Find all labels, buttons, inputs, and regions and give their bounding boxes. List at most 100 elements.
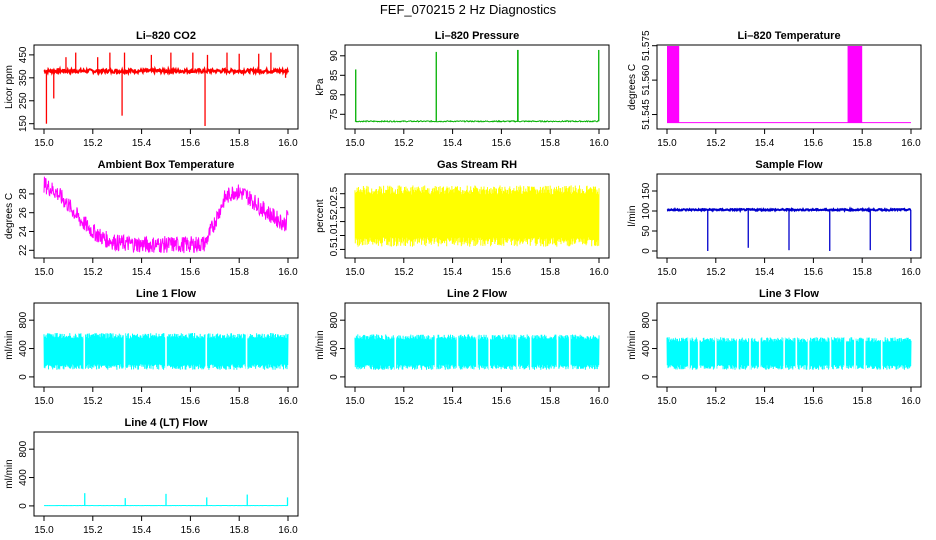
y-tick-label: 150: [641, 182, 652, 199]
x-tick-label: 15.6: [492, 138, 512, 149]
panel-frame: [33, 173, 299, 259]
x-tick-label: 15.0: [34, 138, 54, 149]
y-tick-label: 80: [329, 89, 340, 101]
series-line: [354, 119, 599, 123]
x-tick-label: 16.0: [901, 267, 921, 278]
y-axis-label: percent: [315, 199, 326, 233]
x-tick-label: 16.0: [901, 396, 921, 407]
x-tick-label: 15.4: [755, 138, 775, 149]
x-tick-label: 15.0: [345, 267, 365, 278]
panel-frame: [344, 302, 610, 388]
y-tick-label: 0: [641, 248, 652, 254]
y-tick-label: 250: [18, 92, 29, 109]
series-band: [354, 185, 600, 247]
y-tick-label: 50: [641, 225, 652, 237]
panel-line2: Line 2 Flow 15.0 15.2 15.4 15.6 15.8 16.0 0 400 8…: [315, 288, 610, 407]
y-tick-label: 2.5: [329, 186, 340, 200]
x-tick-label: 16.0: [278, 267, 298, 278]
y-axis-label: kPa: [315, 78, 326, 96]
x-tick-label: 15.4: [132, 138, 152, 149]
x-tick-label: 15.2: [83, 396, 103, 407]
x-tick-label: 16.0: [901, 138, 921, 149]
x-tick-label: 15.6: [492, 267, 512, 278]
x-tick-label: 15.0: [657, 267, 677, 278]
x-tick-label: 15.4: [132, 396, 152, 407]
y-tick-label: 51.560: [641, 64, 652, 95]
panel-frame: [33, 44, 299, 130]
x-tick-label: 15.4: [132, 267, 152, 278]
x-tick-label: 16.0: [278, 525, 298, 536]
x-tick-label: 15.8: [540, 267, 560, 278]
panel-ambient: Ambient Box Temperature 15.0 15.2 15.4 15.6 1…: [4, 159, 299, 278]
x-tick-label: 15.2: [83, 138, 103, 149]
x-tick-label: 15.4: [443, 267, 463, 278]
x-tick-label: 16.0: [589, 396, 609, 407]
series-band: [666, 337, 912, 370]
y-tick-label: 90: [329, 50, 340, 62]
x-tick-label: 15.0: [34, 396, 54, 407]
x-tick-label: 15.8: [229, 267, 249, 278]
panel-line1: Line 1 Flow 15.0 15.2 15.4 15.6 15.8 16.0 0 400 8…: [4, 288, 299, 407]
y-tick-label: 400: [18, 340, 29, 357]
series-block: [847, 46, 863, 123]
y-tick-label: 400: [18, 469, 29, 486]
x-tick-label: 15.2: [83, 267, 103, 278]
panel-frame: [33, 302, 299, 388]
y-tick-label: 26: [18, 207, 29, 219]
y-tick-label: 85: [329, 69, 340, 81]
panel-title: Li–820 Temperature: [737, 30, 840, 42]
y-tick-label: 800: [329, 311, 340, 328]
x-tick-label: 15.4: [132, 525, 152, 536]
y-axis-label: ml/min: [4, 330, 15, 359]
x-tick-label: 15.8: [852, 396, 872, 407]
y-tick-label: 0: [18, 503, 29, 509]
x-tick-label: 16.0: [278, 396, 298, 407]
y-tick-label: 400: [329, 340, 340, 357]
panel-frame: [656, 44, 922, 130]
y-tick-label: 51.545: [641, 99, 652, 130]
y-tick-label: 28: [18, 188, 29, 200]
x-tick-label: 15.4: [755, 396, 775, 407]
x-tick-label: 15.6: [804, 138, 824, 149]
y-axis-label: Licor ppm: [4, 65, 15, 109]
panel-title: Gas Stream RH: [437, 159, 517, 171]
figure-title: FEF_070215 2 Hz Diagnostics: [379, 2, 557, 17]
y-tick-label: 1.0: [329, 228, 340, 242]
x-tick-label: 15.8: [229, 138, 249, 149]
panel-title: Li–820 CO2: [136, 30, 196, 42]
x-tick-label: 15.8: [540, 396, 560, 407]
x-tick-label: 16.0: [589, 267, 609, 278]
y-axis-label: ml/min: [315, 330, 326, 359]
x-tick-label: 15.4: [443, 138, 463, 149]
x-tick-label: 15.0: [34, 525, 54, 536]
panel-title: Line 1 Flow: [136, 288, 196, 300]
x-tick-label: 15.8: [540, 138, 560, 149]
x-tick-label: 15.6: [804, 396, 824, 407]
panel-frame: [33, 431, 299, 517]
y-tick-label: 100: [641, 202, 652, 219]
x-tick-label: 15.6: [492, 396, 512, 407]
x-tick-label: 15.0: [657, 138, 677, 149]
y-tick-label: 51.575: [641, 30, 652, 61]
y-tick-label: 400: [641, 340, 652, 357]
x-tick-label: 15.2: [394, 267, 414, 278]
y-tick-label: 0: [329, 374, 340, 380]
y-tick-label: 800: [18, 311, 29, 328]
y-axis-label: ml/min: [627, 330, 638, 359]
y-tick-label: 150: [18, 115, 29, 132]
panel-frame: [656, 173, 922, 259]
panel-co2: Li–820 CO2 15.0 15.2 15.4 15.6 15.8 16.0 150 250…: [4, 30, 299, 149]
panel-temp820: Li–820 Temperature 15.0 15.2 15.4 15.6 15.8 16…: [627, 30, 922, 149]
y-tick-label: 0: [641, 374, 652, 380]
panel-frame: [344, 173, 610, 259]
y-tick-label: 24: [18, 226, 29, 238]
x-tick-label: 15.2: [394, 138, 414, 149]
y-tick-label: 75: [329, 108, 340, 120]
panel-pressure: Li–820 Pressure 15.0 15.2 15.4 15.6 15.8 16.0 7…: [315, 30, 610, 149]
panel-line4: Line 4 (LT) Flow 15.0 15.2 15.4 15.6 15.8 16.0…: [4, 417, 299, 536]
panel-title: Line 3 Flow: [759, 288, 819, 300]
y-tick-label: 22: [18, 244, 29, 256]
panel-title: Li–820 Pressure: [435, 30, 519, 42]
x-tick-label: 15.8: [852, 138, 872, 149]
